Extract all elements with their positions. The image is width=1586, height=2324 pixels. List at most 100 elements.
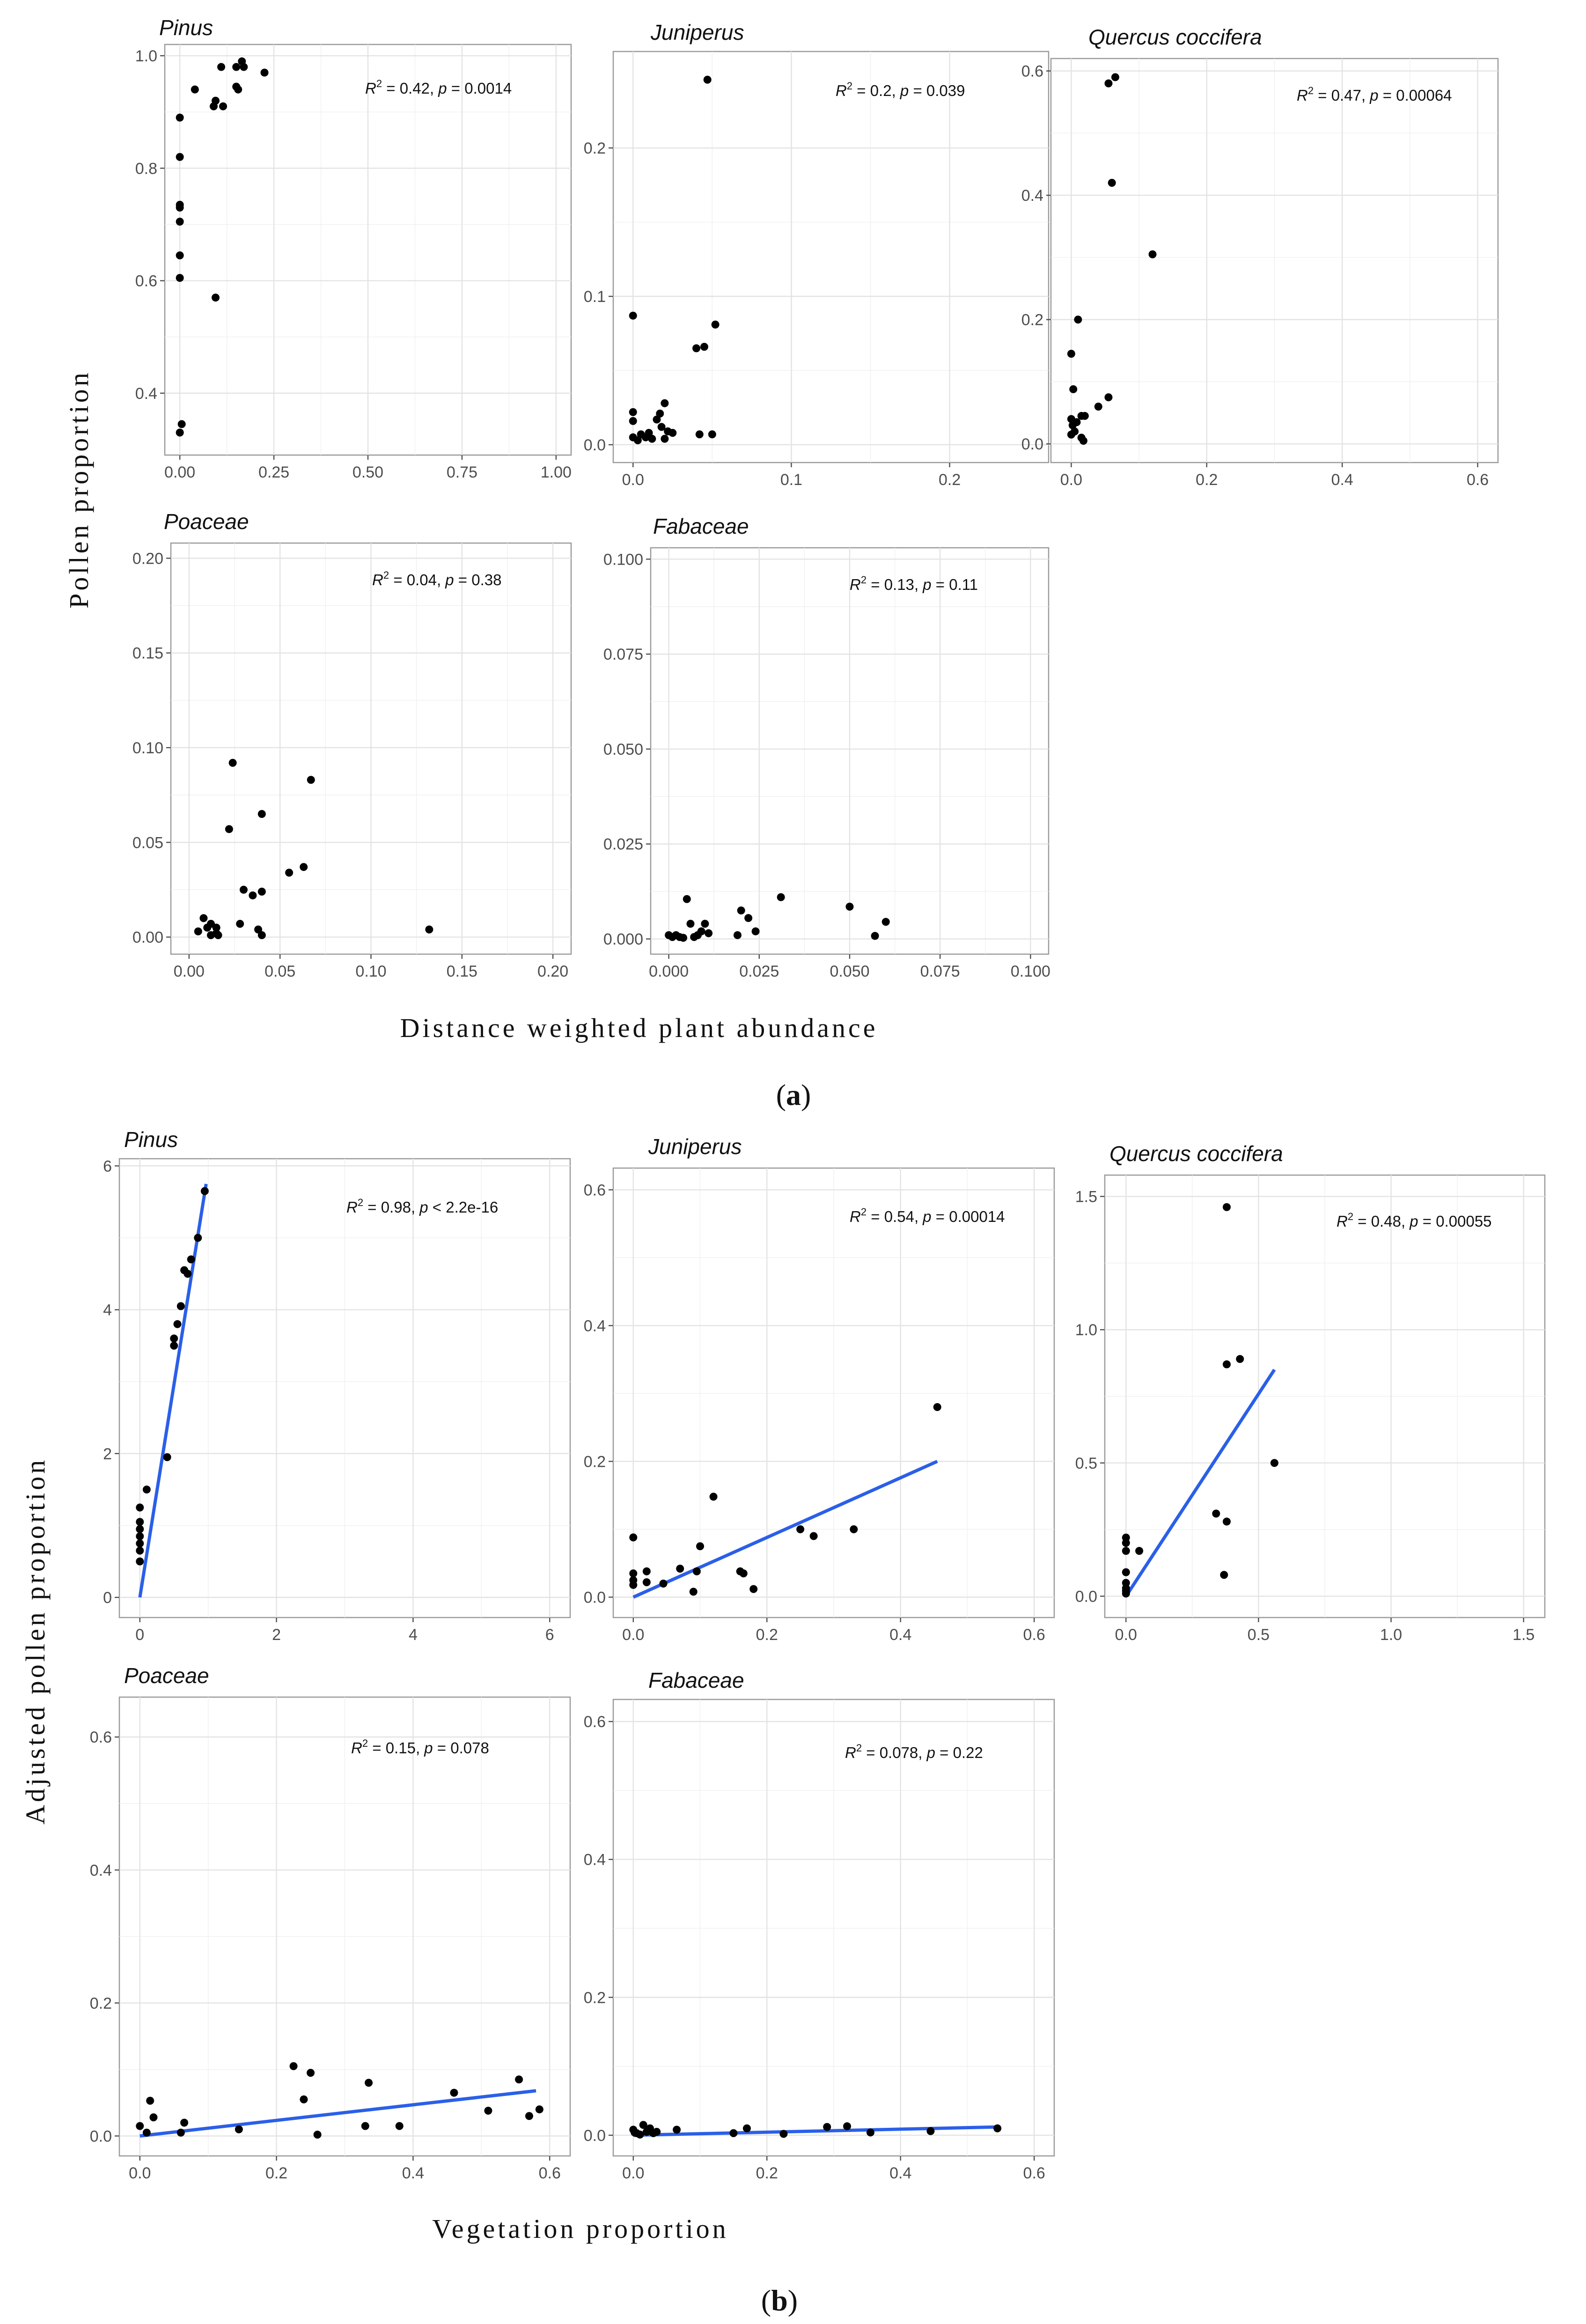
y-tick-label: 0.075	[603, 646, 643, 663]
data-point	[300, 2095, 308, 2103]
data-point	[700, 343, 708, 351]
stat-sep: =	[368, 1739, 386, 1757]
data-point	[639, 2121, 647, 2129]
data-point	[695, 430, 704, 439]
y-tick-label: 0.0	[1021, 435, 1043, 453]
y-tick-label: 4	[103, 1302, 112, 1319]
y-tick-label: 0.2	[584, 140, 606, 157]
stat-p-operator: =	[932, 1208, 949, 1225]
data-point	[845, 903, 854, 911]
x-tick-label: 0.0	[129, 2164, 151, 2182]
data-point	[697, 927, 705, 935]
x-tick-label: 0.2	[1196, 471, 1218, 489]
data-point	[257, 931, 266, 940]
panel-title: Poaceae	[124, 1663, 209, 1688]
stat-r-superscript: 2	[376, 78, 382, 89]
data-point	[136, 1539, 144, 1548]
y-tick-label: 0.2	[1021, 311, 1043, 329]
data-point	[260, 68, 269, 77]
x-tick-label: 0.2	[756, 2164, 778, 2182]
stat-comma: ,	[437, 571, 445, 588]
data-point	[232, 63, 241, 71]
x-tick-label: 0.4	[1331, 471, 1353, 489]
stat-r-symbol: R	[351, 1739, 362, 1757]
data-point	[777, 893, 785, 901]
stat-comma: ,	[416, 1739, 424, 1757]
data-point	[696, 1542, 705, 1551]
x-tick-label: 6	[545, 1626, 554, 1644]
panel-a-poaceae: 0.00 0.05 0.10 0.15 0.20 0.00 0.05 0.10 0.15 0.20…	[132, 509, 572, 980]
data-point	[668, 429, 677, 437]
panel-title: Fabaceae	[648, 1668, 744, 1692]
stat-r-superscript: 2	[383, 569, 389, 581]
data-point	[425, 925, 433, 934]
stat-r2-value: 0.078	[880, 1744, 918, 1761]
y-tick-label: 0.0	[584, 1589, 606, 1606]
part-b-caption-letter: b	[771, 2284, 788, 2317]
stat-p-operator: =	[932, 576, 949, 593]
panel-a-juniperus: 0.0 0.1 0.2 0.0 0.1 0.2 Juniperus R2 = 0.2, p =…	[584, 20, 1050, 489]
y-tick-label: 0.00	[132, 929, 163, 947]
y-tick-label: 1.5	[1075, 1188, 1097, 1206]
stat-r2-value: 0.98	[381, 1199, 411, 1216]
panel-title: Pinus	[159, 15, 213, 40]
data-point	[1069, 385, 1078, 393]
data-point	[661, 399, 669, 407]
x-tick-label: 0.0	[1060, 471, 1082, 489]
data-point	[285, 868, 294, 877]
stat-comma: ,	[892, 82, 900, 99]
data-point	[136, 1532, 144, 1540]
panel-title: Juniperus	[648, 1134, 742, 1159]
data-point	[176, 113, 184, 122]
panel-title: Poaceae	[164, 509, 249, 534]
stat-p-symbol: p	[926, 1744, 935, 1761]
stat-r-symbol: R	[372, 571, 383, 588]
data-point	[1111, 73, 1119, 81]
stat-r2-value: 0.54	[884, 1208, 914, 1225]
data-point	[525, 2112, 533, 2120]
data-point	[307, 776, 315, 784]
x-tick-label: 0.6	[1467, 471, 1489, 489]
stat-r2-value: 0.47	[1331, 87, 1361, 104]
x-tick-label: 0.00	[174, 963, 205, 980]
data-point	[751, 927, 760, 935]
data-point	[642, 1578, 651, 1587]
stat-p-operator: <	[428, 1199, 446, 1216]
data-point	[653, 2127, 661, 2136]
x-tick-label: 0.100	[1011, 963, 1050, 980]
data-point	[163, 1453, 171, 1461]
data-point	[1071, 427, 1079, 436]
stat-p-operator: =	[1418, 1213, 1436, 1230]
stat-annotation: R2 = 0.54, p = 0.00014	[850, 1206, 1005, 1225]
data-point	[173, 1320, 182, 1328]
data-point	[217, 63, 226, 71]
data-point	[180, 2118, 189, 2127]
x-tick-label: 0.5	[1248, 1626, 1270, 1644]
data-point	[636, 2130, 644, 2139]
y-tick-label: 0.4	[90, 1861, 112, 1879]
data-point	[212, 923, 220, 932]
data-point	[199, 914, 208, 922]
data-point	[653, 415, 661, 424]
data-point	[739, 1569, 748, 1578]
x-tick-label: 1.5	[1513, 1626, 1535, 1644]
x-tick-label: 0.2	[939, 471, 961, 489]
panel-title: Quercus coccifera	[1088, 25, 1262, 49]
data-point	[149, 2113, 158, 2122]
stat-r-superscript: 2	[861, 574, 866, 586]
data-point	[176, 203, 184, 212]
panel-title: Quercus coccifera	[1109, 1141, 1283, 1166]
x-tick-label: 0.75	[447, 463, 477, 481]
data-point	[1122, 1568, 1130, 1576]
x-tick-label: 0.1	[780, 471, 802, 489]
x-tick-label: 2	[272, 1626, 281, 1644]
data-point	[176, 251, 184, 260]
stat-r2-value: 0.42	[400, 80, 430, 97]
data-point	[866, 2128, 874, 2137]
part-b-y-axis-label: Adjusted pollen proportion	[20, 1457, 51, 1824]
stat-p-value: 0.00014	[949, 1208, 1005, 1225]
stat-r-superscript: 2	[1348, 1211, 1353, 1222]
data-point	[933, 1403, 941, 1411]
